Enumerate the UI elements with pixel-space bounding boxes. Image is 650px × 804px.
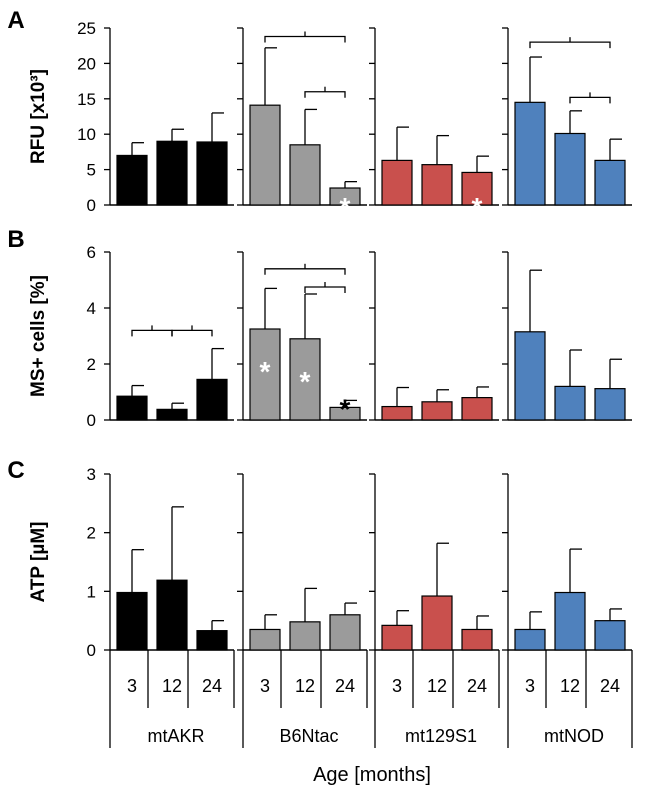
significance-star: * (340, 393, 351, 424)
bar-C-mtAKR-3 (116, 591, 148, 651)
y-tick-label: 4 (87, 299, 96, 318)
significance-star: * (340, 192, 351, 223)
bar-B-mt129S1-12 (421, 401, 453, 421)
y-tick-label: 15 (77, 90, 96, 109)
significance-bracket (529, 41, 611, 49)
bar-B-mtNOD-24 (594, 388, 626, 421)
bar-C-mtNOD-12 (554, 591, 586, 651)
strain-label-mt129S1: mt129S1 (405, 726, 477, 746)
bar-B-mt129S1-24 (461, 397, 493, 421)
age-label-12: 12 (162, 676, 182, 696)
bar-A-B6Ntac-3 (249, 104, 281, 206)
y-tick-label: 5 (87, 161, 96, 180)
y-tick-label: 1 (87, 582, 96, 601)
y-tick-label: 25 (77, 19, 96, 38)
significance-bracket (264, 268, 346, 275)
bar-C-B6Ntac-3 (249, 628, 281, 651)
y-tick-label: 20 (77, 54, 96, 73)
bar-A-mtAKR-12 (156, 140, 188, 206)
age-label-12: 12 (560, 676, 580, 696)
age-label-12: 12 (295, 676, 315, 696)
strain-label-mtAKR: mtAKR (147, 726, 204, 746)
y-tick-label: 6 (87, 243, 96, 262)
y-tick-label: 10 (77, 125, 96, 144)
bar-C-mt129S1-24 (461, 628, 493, 651)
bar-B-mt129S1-3 (381, 405, 413, 421)
strain-label-mtNOD: mtNOD (544, 726, 604, 746)
bar-B-mtAKR-24 (196, 378, 228, 421)
bar-A-mt129S1-24 (461, 171, 493, 206)
bar-C-B6Ntac-24 (329, 614, 361, 651)
bar-A-mtAKR-24 (196, 141, 228, 206)
significance-bracket (131, 329, 173, 337)
age-label-24: 24 (202, 676, 222, 696)
panel-letter-C: C (7, 457, 24, 484)
y-tick-label: 0 (87, 641, 96, 660)
bar-A-mtNOD-3 (514, 101, 546, 206)
x-axis-title: Age [months] (313, 764, 431, 786)
significance-star: * (260, 356, 271, 387)
age-label-12: 12 (427, 676, 447, 696)
age-label-24: 24 (467, 676, 487, 696)
bar-C-mtAKR-12 (156, 579, 188, 651)
bar-A-mt129S1-12 (421, 164, 453, 206)
bar-C-mtNOD-3 (514, 628, 546, 651)
significance-bracket (569, 96, 611, 104)
bar-B-mtAKR-3 (116, 395, 148, 421)
age-label-3: 3 (525, 676, 535, 696)
age-label-3: 3 (392, 676, 402, 696)
significance-bracket (264, 35, 346, 43)
bar-A-mtAKR-3 (116, 154, 148, 206)
significance-bracket (171, 329, 213, 337)
bar-B-B6Ntac-12 (289, 338, 321, 421)
panel-letter-A: A (7, 7, 24, 34)
bar-A-mtNOD-24 (594, 159, 626, 206)
significance-star: * (472, 192, 483, 223)
bar-B-B6Ntac-3 (249, 328, 281, 421)
bar-C-mt129S1-12 (421, 595, 453, 651)
bar-B-mtNOD-3 (514, 331, 546, 421)
bar-C-mtNOD-24 (594, 620, 626, 651)
bar-A-mtNOD-12 (554, 132, 586, 206)
strain-label-B6Ntac: B6Ntac (279, 726, 338, 746)
bar-B-mtNOD-12 (554, 385, 586, 421)
significance-bracket (304, 91, 346, 98)
y-axis-label-B: MS+ cells [%] (28, 275, 49, 397)
bar-C-mt129S1-3 (381, 624, 413, 651)
y-tick-label: 0 (87, 196, 96, 215)
bar-C-B6Ntac-12 (289, 621, 321, 651)
bar-A-B6Ntac-12 (289, 144, 321, 206)
age-label-24: 24 (600, 676, 620, 696)
y-tick-label: 2 (87, 355, 96, 374)
age-label-24: 24 (335, 676, 355, 696)
y-axis-label-A: RFU [x10³] (28, 69, 49, 164)
significance-star: * (300, 366, 311, 397)
y-tick-label: 2 (87, 524, 96, 543)
bar-C-mtAKR-24 (196, 630, 228, 651)
age-label-3: 3 (260, 676, 270, 696)
panel-letter-B: B (7, 226, 24, 253)
age-label-3: 3 (127, 676, 137, 696)
y-tick-label: 3 (87, 465, 96, 484)
bar-B-mtAKR-12 (156, 408, 188, 421)
y-axis-label-C: ATP [µM] (28, 522, 49, 603)
y-tick-label: 0 (87, 411, 96, 430)
significance-bracket (304, 286, 346, 293)
bar-A-mt129S1-3 (381, 159, 413, 206)
